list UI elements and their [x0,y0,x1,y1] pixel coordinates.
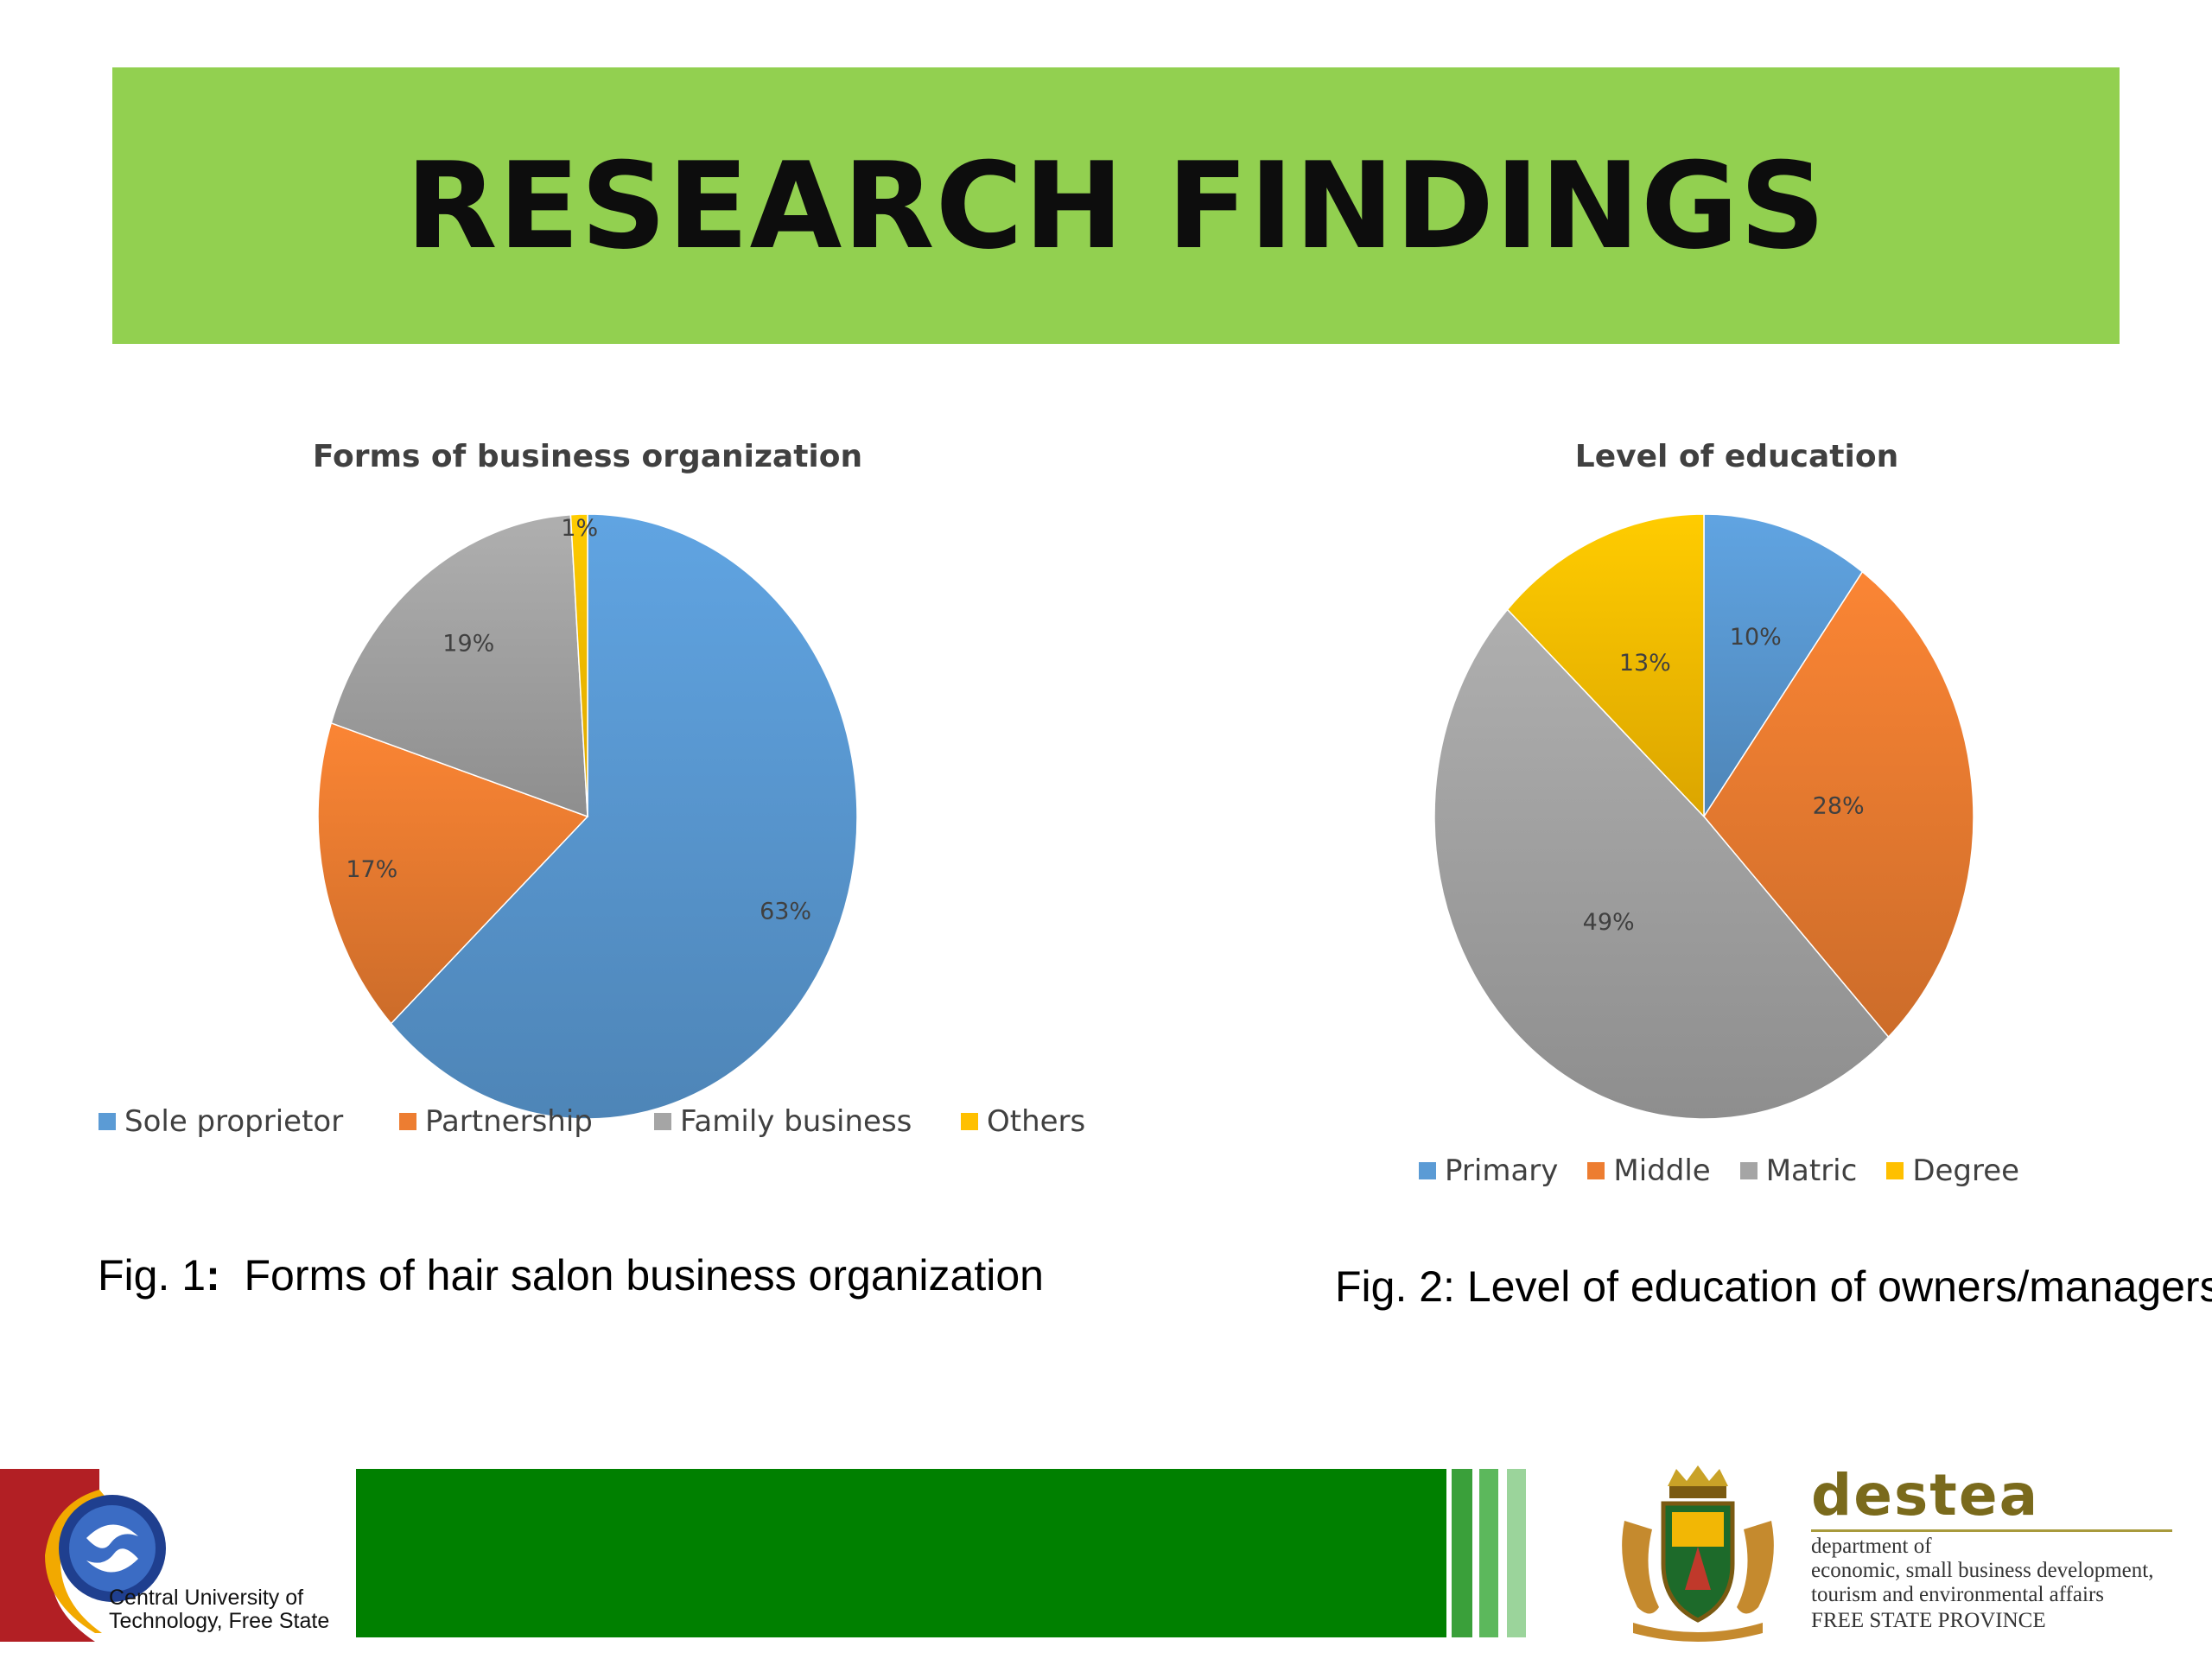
legend-label: Sole proprietor [124,1104,344,1139]
legend-label: Matric [1765,1154,1858,1188]
caption-label: Fig. 1 [98,1251,207,1300]
data-label-partnership: 17% [346,856,397,883]
destea-line-2: economic, small business development, [1811,1559,2154,1582]
legend-swatch [654,1113,671,1130]
pie-slice-family-business [330,513,588,818]
data-label-middle: 28% [1813,793,1865,820]
university-crest-icon [0,1469,166,1642]
legend-label: Degree [1912,1154,2020,1188]
data-label-family-business: 19% [442,630,494,657]
destea-line-1: department of [1811,1535,1932,1558]
title-banner: RESEARCH FINDINGS [112,67,2120,344]
legend-swatch [961,1113,978,1130]
university-line-1: Central University of [109,1586,304,1610]
legend-label: Family business [680,1104,912,1139]
legend-label: Others [987,1104,1086,1139]
legend-item-primary: Primary [1419,1154,1558,1188]
chart-title: Forms of business organization [312,439,863,474]
data-label-sole-proprietor: 63% [760,899,811,925]
data-label-matric: 49% [1583,909,1635,936]
legend-label: Partnership [425,1104,593,1139]
pie-chart: 10% 28% 49% 13% [1433,513,1974,1120]
destea-line-4: FREE STATE PROVINCE [1811,1609,2046,1632]
pie-slice-sole-proprietor [390,513,858,1120]
pie-slice-primary [1703,513,1864,819]
pie-slice-others [569,513,588,817]
legend-swatch [399,1113,416,1130]
destea-line-3: tourism and environmental affairs [1811,1583,2105,1606]
pie-slice-middle [1703,570,1974,1039]
slide-title: RESEARCH FINDINGS [405,136,1827,276]
chart-legend: Sole proprietor Partnership Family busines… [99,1104,1099,1139]
caption-text: Forms of hair salon business organizatio… [219,1251,1044,1300]
legend-swatch [1739,1162,1758,1179]
legend-swatch [1886,1162,1904,1179]
legend-swatch [1587,1162,1605,1179]
figure-caption-1: Fig. 1: Forms of hair salon business org… [98,1250,1044,1300]
pie-chart: 63% 17% 19% 1% [317,513,858,1120]
legend-item-family-business: Family business [654,1104,961,1139]
legend-item-others: Others [961,1104,1099,1139]
data-label-others: 1% [561,515,598,542]
chart-title: Level of education [1574,439,1899,474]
legend-label: Middle [1613,1154,1711,1188]
legend-item-sole-proprietor: Sole proprietor [99,1104,399,1139]
university-name: Central University of Technology, Free S… [109,1586,329,1633]
legend-item-middle: Middle [1587,1154,1711,1188]
chart-education-level: Level of education 10% 28% 49% 13% Primary M… [1348,415,2160,1236]
legend-item-partnership: Partnership [399,1104,654,1139]
footer-stripe [1479,1469,1498,1637]
data-label-degree: 13% [1619,650,1671,677]
pie-slice-degree [1506,513,1705,818]
pie-slice-partnership [317,721,589,1025]
destea-divider [1811,1529,2172,1532]
destea-logo: destea department of economic, small bus… [1590,1460,2212,1650]
legend-item-degree: Degree [1886,1154,2019,1188]
cut-logo: Central University of Technology, Free S… [0,1460,356,1642]
chart-legend: Primary Middle Matric Degree [1419,1154,2019,1188]
figure-caption-2: Fig. 2: Level of education of owners/man… [1335,1262,2212,1311]
university-line-2: Technology, Free State [109,1609,330,1633]
pie-slice-matric [1433,608,1890,1120]
destea-name: destea [1811,1462,2040,1529]
coat-of-arms-icon [1622,1465,1774,1642]
legend-swatch [99,1113,116,1130]
footer-stripe [1452,1469,1472,1637]
chart-business-organization: Forms of business organization 63% 17% 19%… [69,415,1106,1175]
data-label-primary: 10% [1730,624,1782,651]
legend-swatch [1419,1162,1436,1179]
caption-colon: : [206,1251,220,1300]
legend-item-matric: Matric [1739,1154,1858,1188]
footer-stripe [1507,1469,1526,1637]
footer-bar [356,1469,1446,1637]
legend-label: Primary [1445,1154,1559,1188]
